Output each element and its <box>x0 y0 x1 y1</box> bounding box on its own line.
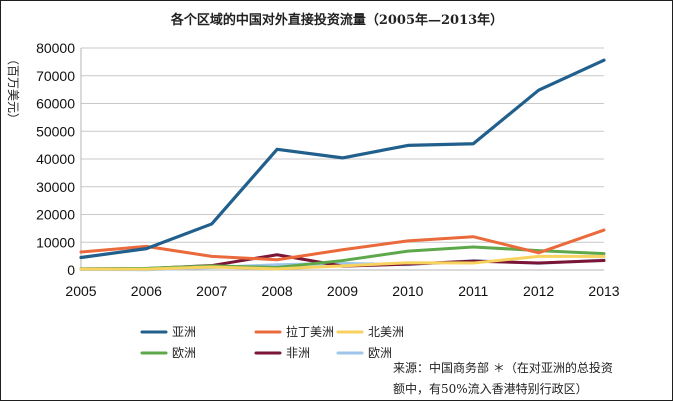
y-axis-label: （百万美元） <box>6 53 20 125</box>
series-line-0 <box>79 58 606 260</box>
y-tick-label-2: 20000 <box>36 207 75 223</box>
x-tick-label-5: 2010 <box>392 283 423 299</box>
legend-label-3: 欧洲 <box>172 346 196 360</box>
x-tick-label-4: 2009 <box>327 283 358 299</box>
legend-label-5: 欧洲 <box>368 346 392 360</box>
y-tick-label-4: 40000 <box>36 151 75 167</box>
y-tick-label-1: 10000 <box>36 234 75 250</box>
source-note-line-1: 来源：中国商务部 ＊（在对亚洲的总投资 <box>393 360 613 375</box>
x-tick-label-0: 2005 <box>65 283 96 299</box>
series-lines <box>79 58 606 272</box>
legend-label-1: 拉丁美洲 <box>286 324 334 339</box>
series-line-2 <box>79 254 606 271</box>
x-tick-label-3: 2008 <box>262 283 293 299</box>
legend-label-0: 亚洲 <box>172 325 196 339</box>
legend-label-2: 北美洲 <box>368 325 404 339</box>
x-tick-label-2: 2007 <box>196 283 227 299</box>
source-note-line-2: 额中，有50%流入香港特别行政区） <box>393 381 588 396</box>
y-tick-label-7: 70000 <box>36 68 75 84</box>
x-tick-label-1: 2006 <box>131 283 162 299</box>
x-tick-label-7: 2012 <box>523 283 554 299</box>
chart-title: 各个区域的中国对外直接投资流量（2005年—2013年） <box>170 12 503 28</box>
tick-labels: 0 10000 20000 30000 40000 50000 60000 70000 8000… <box>36 40 620 299</box>
x-tick-label-8: 2013 <box>588 283 619 299</box>
y-tick-label-0: 0 <box>67 262 75 278</box>
grid-lines <box>81 47 604 243</box>
legend-label-4: 非洲 <box>286 346 310 360</box>
y-tick-label-3: 30000 <box>36 179 75 195</box>
series-line-1 <box>79 228 606 262</box>
y-tick-label-8: 80000 <box>36 40 75 56</box>
x-tick-label-6: 2011 <box>458 283 488 299</box>
y-tick-label-6: 60000 <box>36 96 75 112</box>
y-tick-label-5: 50000 <box>36 123 75 139</box>
